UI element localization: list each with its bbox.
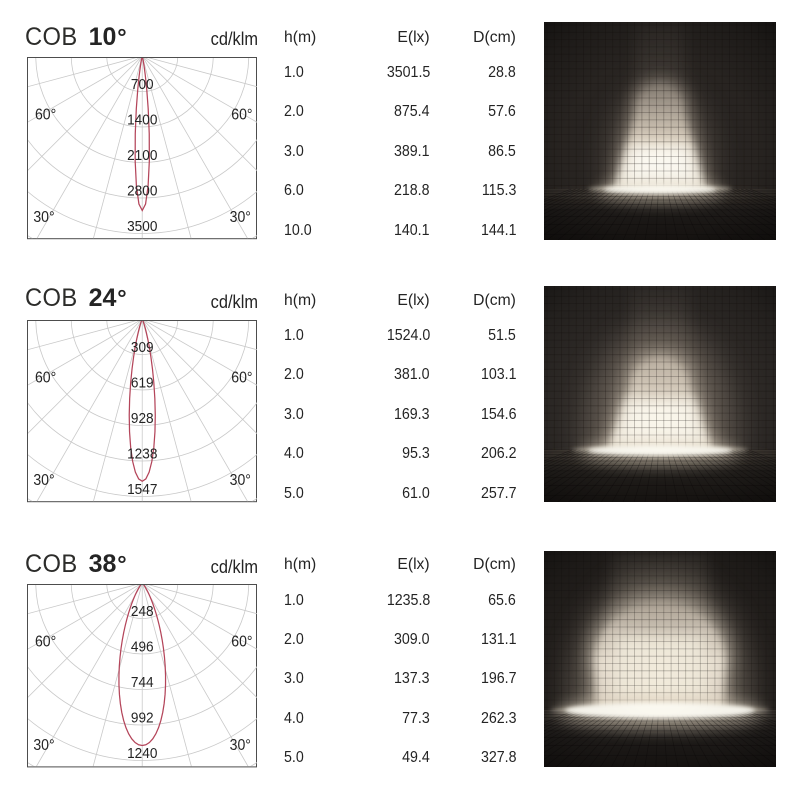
svg-text:30°: 30° xyxy=(229,471,250,489)
svg-text:30°: 30° xyxy=(33,737,54,755)
svg-text:248: 248 xyxy=(130,604,153,621)
svg-text:619: 619 xyxy=(130,375,153,392)
svg-text:2100: 2100 xyxy=(127,147,157,164)
svg-text:30°: 30° xyxy=(229,208,250,226)
svg-text:2800: 2800 xyxy=(127,183,157,200)
svg-text:496: 496 xyxy=(130,639,153,656)
svg-text:60°: 60° xyxy=(231,105,252,123)
svg-text:1547: 1547 xyxy=(127,481,157,498)
svg-text:1238: 1238 xyxy=(127,446,157,463)
svg-text:928: 928 xyxy=(130,410,153,427)
svg-text:1400: 1400 xyxy=(127,112,157,129)
svg-text:744: 744 xyxy=(130,675,153,692)
svg-text:60°: 60° xyxy=(34,368,55,386)
svg-text:309: 309 xyxy=(130,339,153,356)
svg-text:30°: 30° xyxy=(33,208,54,226)
svg-text:992: 992 xyxy=(130,710,153,727)
svg-text:60°: 60° xyxy=(231,368,252,386)
svg-text:1240: 1240 xyxy=(127,746,157,763)
svg-text:30°: 30° xyxy=(33,471,54,489)
svg-text:3500: 3500 xyxy=(127,218,157,235)
svg-text:30°: 30° xyxy=(229,737,250,755)
svg-text:60°: 60° xyxy=(34,633,55,651)
svg-text:60°: 60° xyxy=(231,633,252,651)
svg-text:60°: 60° xyxy=(34,105,55,123)
svg-text:700: 700 xyxy=(130,76,153,93)
